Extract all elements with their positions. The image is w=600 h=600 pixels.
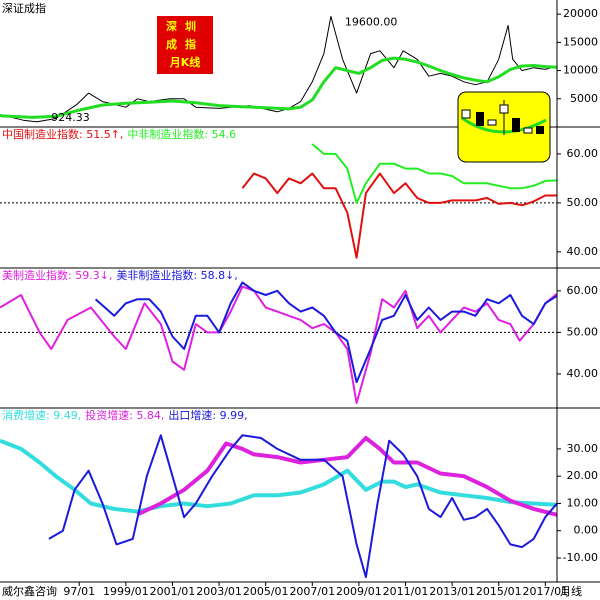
y-tick-label: 60.00: [567, 147, 599, 160]
y-tick-label: 10000: [563, 64, 598, 77]
inset-ma: [461, 116, 547, 134]
series-line: [311, 143, 558, 204]
annotation: 19600.00: [345, 15, 398, 28]
legend: 消费增速: 9.49, 投资增速: 5.84, 出口增速: 9.99,: [2, 408, 248, 422]
inset-candle: [536, 126, 544, 134]
y-tick-label: 50.00: [567, 325, 599, 338]
legend-entry: 中非制造业指数: 54.6: [127, 127, 236, 141]
candle-inset: [457, 91, 551, 163]
y-tick-label: 60.00: [567, 284, 599, 297]
inset-candle: [512, 118, 520, 132]
x-tick-label: 2017/01: [522, 585, 568, 598]
legend-entry: 消费增速: 9.49,: [2, 408, 81, 422]
title-box-text: 月K线: [169, 55, 201, 69]
x-tick-label: 2007/01: [289, 585, 335, 598]
panel: 40.00 50.00 60.00 中国制造业指数: 51.5↑, 中非制造业指数: 5…: [0, 127, 600, 269]
y-tick-label: 0.00: [574, 524, 599, 537]
x-axis-label: 月线: [560, 584, 582, 598]
legend-entry: 出口增速: 9.99,: [168, 408, 247, 422]
panel: 40.00 50.00 60.00 美制造业指数: 59.3↓, 美非制造业指数: 58…: [0, 268, 600, 409]
x-tick-label: 2011/01: [383, 585, 429, 598]
series-line: [136, 436, 558, 517]
series-line: [94, 281, 558, 384]
x-tick-label: 2009/01: [336, 585, 382, 598]
series-line: [0, 285, 558, 404]
legend: 美制造业指数: 59.3↓, 美非制造业指数: 58.8↓,: [2, 268, 238, 282]
series-line: [0, 438, 558, 514]
y-tick-label: 20.00: [567, 469, 599, 482]
title-box: [157, 16, 213, 74]
series-line: [0, 56, 558, 119]
inset-candle: [523, 127, 533, 134]
series-line: [48, 434, 558, 579]
x-tick-label: 2005/01: [243, 585, 289, 598]
title-box-text: 成指: [166, 37, 204, 51]
y-tick-label: 5000: [570, 92, 598, 105]
inset-candle: [487, 119, 497, 126]
y-tick-label: 20000: [563, 7, 598, 20]
legend-entry: 美制造业指数: 59.3↓,: [2, 268, 112, 282]
source: 威尔鑫咨询: [2, 584, 57, 598]
legend-entry: 中国制造业指数: 51.5↑,: [2, 127, 123, 141]
x-tick-label: 1999/01: [103, 585, 149, 598]
legend: 中国制造业指数: 51.5↑, 中非制造业指数: 54.6: [2, 127, 236, 141]
x-tick-label: 2013/01: [429, 585, 475, 598]
x-tick-label: 2015/01: [476, 585, 522, 598]
inset-candle: [499, 104, 509, 114]
annotation: 924.33: [51, 111, 90, 124]
inset-candle: [461, 109, 471, 119]
x-tick-label: 2001/01: [150, 585, 196, 598]
y-tick-label: 50.00: [567, 196, 599, 209]
y-tick-label: 10.00: [567, 496, 599, 509]
x-tick-label: 2003/01: [196, 585, 242, 598]
inset-candle: [476, 112, 484, 126]
y-tick-label: 40.00: [567, 245, 599, 258]
legend-entry: 投资增速: 5.84,: [85, 408, 164, 422]
series-line: [241, 172, 557, 259]
y-tick-label: -10.00: [563, 551, 598, 564]
y-tick-label: 40.00: [567, 367, 599, 380]
title-box-text: 深圳: [166, 19, 204, 33]
y-tick-label: 15000: [563, 35, 598, 48]
panel-title: 深证成指: [2, 1, 46, 15]
y-tick-label: 30.00: [567, 442, 599, 455]
legend-entry: 美非制造业指数: 58.8↓,: [116, 268, 237, 282]
x-tick-label: 97/01: [63, 585, 95, 598]
